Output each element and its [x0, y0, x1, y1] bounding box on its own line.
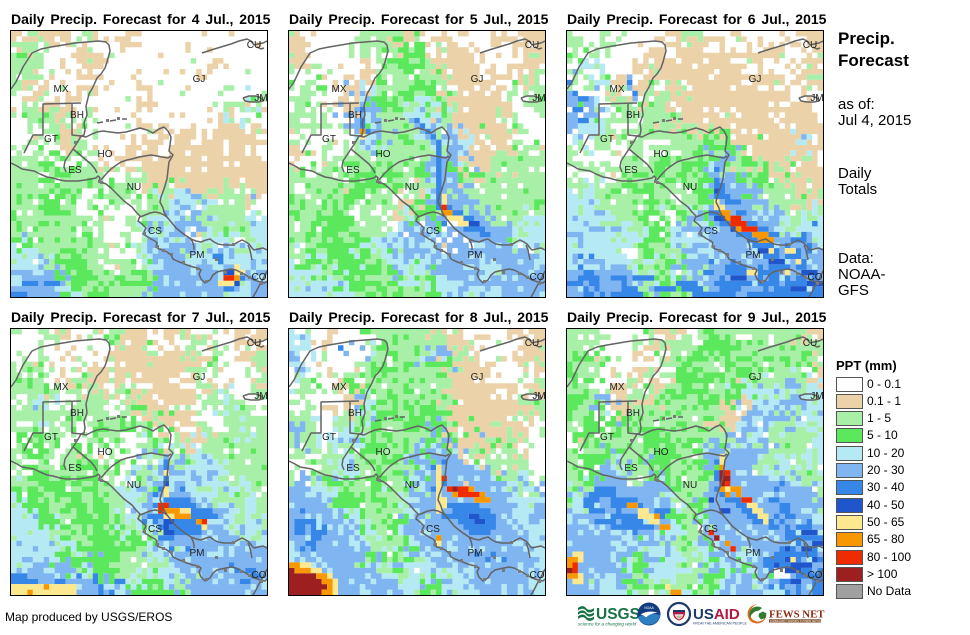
svg-text:GJ: GJ — [193, 372, 206, 383]
svg-text:HO: HO — [98, 149, 113, 160]
svg-text:HO: HO — [98, 447, 113, 458]
svg-text:GJ: GJ — [471, 372, 484, 383]
svg-text:PM: PM — [746, 250, 761, 261]
svg-text:NU: NU — [683, 480, 697, 491]
svg-text:PM: PM — [468, 250, 483, 261]
svg-text:CU: CU — [525, 338, 539, 349]
svg-text:science for a changing world: science for a changing world — [578, 622, 637, 627]
svg-text:GT: GT — [44, 432, 58, 443]
svg-text:JM: JM — [532, 93, 545, 104]
svg-text:HO: HO — [654, 149, 669, 160]
svg-text:BH: BH — [626, 110, 640, 121]
svg-text:MX: MX — [54, 382, 69, 393]
svg-text:USAID: USAID — [693, 606, 740, 623]
svg-text:JM: JM — [254, 391, 267, 402]
svg-text:PM: PM — [746, 548, 761, 559]
svg-text:MX: MX — [332, 382, 347, 393]
svg-text:GJ: GJ — [749, 372, 762, 383]
svg-text:CU: CU — [247, 40, 261, 51]
svg-text:PM: PM — [468, 548, 483, 559]
svg-text:JM: JM — [254, 93, 267, 104]
svg-text:CU: CU — [247, 338, 261, 349]
svg-text:CO: CO — [252, 272, 267, 283]
svg-text:BH: BH — [626, 408, 640, 419]
svg-text:CS: CS — [426, 226, 440, 237]
svg-text:GT: GT — [322, 134, 336, 145]
svg-text:CU: CU — [525, 40, 539, 51]
svg-text:MX: MX — [54, 84, 69, 95]
svg-text:GJ: GJ — [471, 74, 484, 85]
svg-text:NU: NU — [127, 182, 141, 193]
svg-text:NOAA: NOAA — [644, 606, 654, 610]
svg-text:JM: JM — [810, 93, 823, 104]
svg-text:GJ: GJ — [749, 74, 762, 85]
svg-text:FEWS NET: FEWS NET — [769, 609, 825, 621]
svg-text:CS: CS — [704, 524, 718, 535]
svg-text:MX: MX — [610, 382, 625, 393]
svg-text:NU: NU — [127, 480, 141, 491]
svg-text:CS: CS — [148, 226, 162, 237]
svg-text:CO: CO — [530, 272, 545, 283]
svg-text:JM: JM — [810, 391, 823, 402]
svg-text:NU: NU — [405, 480, 419, 491]
svg-text:HO: HO — [654, 447, 669, 458]
svg-text:NU: NU — [405, 182, 419, 193]
svg-text:ES: ES — [624, 165, 638, 176]
svg-text:ES: ES — [68, 463, 82, 474]
svg-text:HO: HO — [376, 149, 391, 160]
svg-text:PM: PM — [190, 548, 205, 559]
svg-text:CS: CS — [148, 524, 162, 535]
svg-text:GT: GT — [322, 432, 336, 443]
svg-text:BH: BH — [348, 408, 362, 419]
svg-text:GJ: GJ — [193, 74, 206, 85]
svg-text:ES: ES — [346, 463, 360, 474]
svg-text:GT: GT — [600, 134, 614, 145]
svg-text:CO: CO — [808, 570, 823, 581]
svg-text:FAMINE EARLY WARNING SYSTEMS N: FAMINE EARLY WARNING SYSTEMS NETWORK — [770, 620, 825, 623]
svg-text:CO: CO — [530, 570, 545, 581]
svg-text:CU: CU — [803, 40, 817, 51]
svg-text:CO: CO — [808, 272, 823, 283]
svg-text:BH: BH — [70, 110, 84, 121]
svg-text:CS: CS — [426, 524, 440, 535]
svg-text:ES: ES — [346, 165, 360, 176]
svg-text:BH: BH — [70, 408, 84, 419]
svg-text:USGS: USGS — [596, 606, 640, 623]
svg-text:BH: BH — [348, 110, 362, 121]
svg-text:MX: MX — [332, 84, 347, 95]
svg-text:PM: PM — [190, 250, 205, 261]
svg-text:CS: CS — [704, 226, 718, 237]
svg-text:MX: MX — [610, 84, 625, 95]
svg-text:HO: HO — [376, 447, 391, 458]
svg-text:FROM THE AMERICAN PEOPLE: FROM THE AMERICAN PEOPLE — [693, 622, 747, 626]
svg-text:GT: GT — [600, 432, 614, 443]
svg-text:CO: CO — [252, 570, 267, 581]
svg-text:CU: CU — [803, 338, 817, 349]
svg-text:ES: ES — [624, 463, 638, 474]
svg-text:NU: NU — [683, 182, 697, 193]
svg-text:JM: JM — [532, 391, 545, 402]
svg-text:GT: GT — [44, 134, 58, 145]
svg-text:ES: ES — [68, 165, 82, 176]
